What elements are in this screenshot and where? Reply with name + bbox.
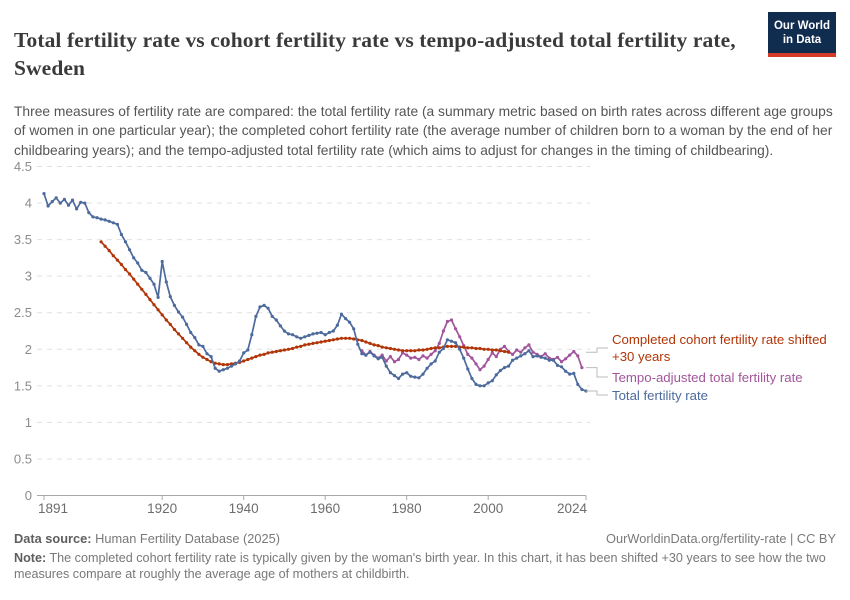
svg-text:0: 0 (25, 488, 32, 503)
svg-text:1891: 1891 (38, 501, 68, 516)
svg-text:1960: 1960 (310, 501, 340, 516)
svg-text:1.5: 1.5 (14, 378, 32, 393)
series-total-fertility-rate[interactable] (42, 192, 588, 393)
svg-text:0.5: 0.5 (14, 451, 32, 466)
svg-text:1940: 1940 (229, 501, 259, 516)
legend-item-cohort-fertility[interactable]: Completed cohort fertility rate shifted … (612, 332, 827, 364)
y-axis-labels: 0 0.5 1 1.5 2 2.5 3 3.5 4 4.5 (14, 159, 32, 503)
owid-logo-text: Our World in Data (768, 12, 836, 53)
series-completed-cohort-fertility-rate-shifted-30-years[interactable] (99, 240, 511, 367)
page-title: Total fertility rate vs cohort fertility… (14, 28, 736, 81)
svg-text:1920: 1920 (147, 501, 177, 516)
svg-text:1980: 1980 (392, 501, 422, 516)
legend-connectors (586, 347, 608, 396)
legend-item-total-fertility[interactable]: Total fertility rate (612, 388, 709, 403)
chart-subtitle: Three measures of fertility rate are com… (14, 103, 833, 158)
owid-logo[interactable]: Our World in Data (768, 12, 836, 57)
series-line-total-fertility-rate (43, 193, 587, 392)
data-source: Data source: Human Fertility Database (2… (14, 531, 281, 546)
owid-logo-red-bar (768, 53, 836, 57)
legend-item-tempo-adjusted[interactable]: Tempo-adjusted total fertility rate (612, 370, 803, 385)
citation-link[interactable]: OurWorldinData.org/fertility-rate | CC B… (606, 531, 836, 546)
svg-text:3.5: 3.5 (14, 232, 32, 247)
svg-text:4.5: 4.5 (14, 159, 32, 174)
footer-note: Note: The completed cohort fertility rat… (14, 551, 826, 581)
gridlines (37, 166, 590, 460)
series-tempo-adjusted-total-fertility-rate[interactable] (360, 318, 584, 372)
svg-text:3: 3 (25, 269, 32, 284)
svg-text:2: 2 (25, 342, 32, 357)
svg-text:2.5: 2.5 (14, 305, 32, 320)
svg-text:2000: 2000 (473, 501, 503, 516)
svg-text:2024: 2024 (557, 501, 588, 516)
svg-text:4: 4 (25, 196, 32, 211)
footer-sources-row: Data source: Human Fertility Database (2… (14, 531, 836, 546)
x-axis: 1891 1920 1940 1960 1980 2000 2024 (37, 495, 588, 516)
svg-text:1: 1 (25, 415, 32, 430)
